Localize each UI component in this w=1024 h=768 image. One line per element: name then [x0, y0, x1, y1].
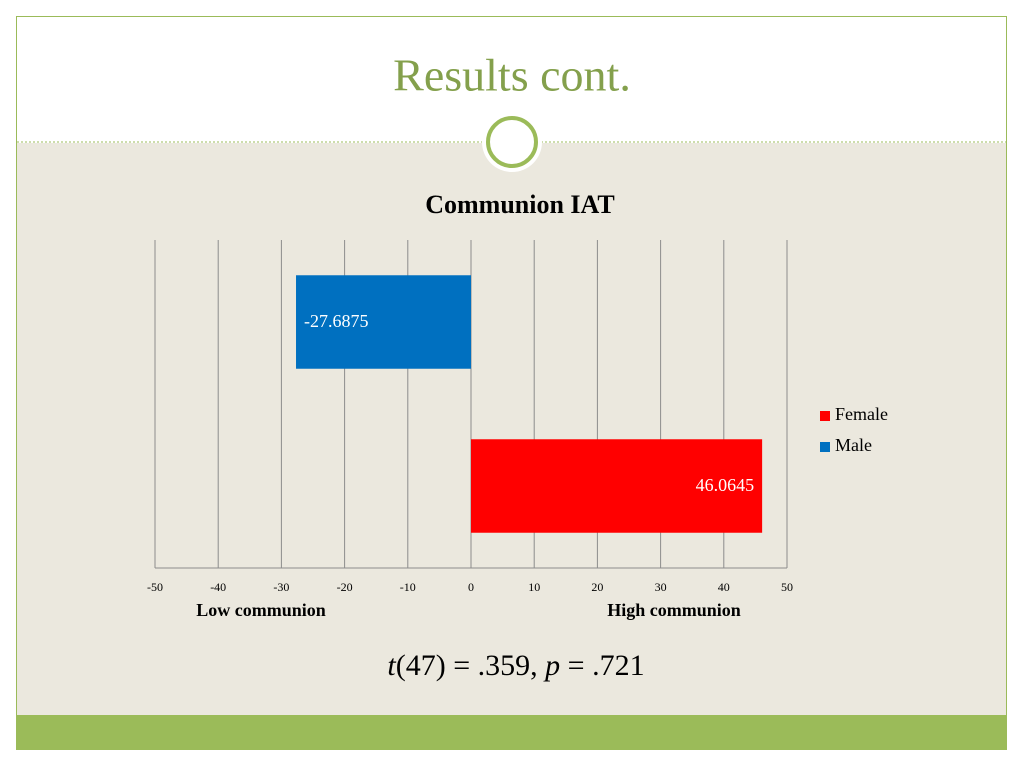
- x-tick-label: -30: [273, 580, 289, 594]
- legend-label: Male: [835, 435, 872, 455]
- x-tick-label: 0: [468, 580, 474, 594]
- x-tick-label: 50: [781, 580, 793, 594]
- x-tick-label: -40: [210, 580, 226, 594]
- statistic-part: = .721: [560, 649, 644, 682]
- legend-swatch: [820, 442, 830, 452]
- x-tick-label: -50: [147, 580, 163, 594]
- statistic: t(47) = .359, p = .721: [387, 649, 644, 682]
- x-tick-label: 40: [718, 580, 730, 594]
- chart-title: Communion IAT: [425, 190, 615, 219]
- statistic-part: p: [543, 649, 560, 682]
- slide-title: Results cont.: [393, 50, 631, 101]
- data-label: -27.6875: [304, 311, 369, 331]
- bar: [471, 439, 763, 533]
- statistic-part: t: [387, 649, 396, 682]
- x-tick-label: -10: [400, 580, 416, 594]
- statistic-part: (47) = .359,: [396, 649, 545, 682]
- legend-label: Female: [835, 404, 888, 424]
- x-tick-label: 10: [528, 580, 540, 594]
- axis-annotation: Low communion: [196, 600, 326, 620]
- legend-swatch: [820, 411, 830, 421]
- data-label: 46.0645: [696, 475, 755, 495]
- footer-band: [17, 715, 1006, 749]
- axis-annotation: High communion: [607, 600, 741, 620]
- x-tick-label: -20: [337, 580, 353, 594]
- x-tick-label: 20: [591, 580, 603, 594]
- x-tick-label: 30: [655, 580, 667, 594]
- content-background: [17, 143, 1006, 715]
- divider-ornament: [486, 116, 538, 168]
- bar: [296, 275, 471, 369]
